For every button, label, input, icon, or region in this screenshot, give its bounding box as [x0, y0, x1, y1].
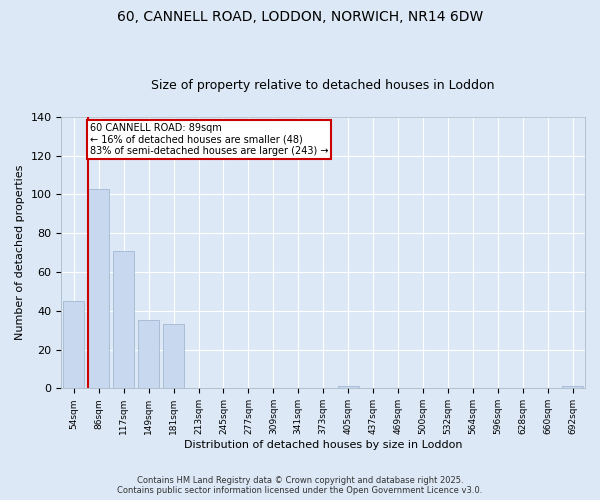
X-axis label: Distribution of detached houses by size in Loddon: Distribution of detached houses by size … — [184, 440, 463, 450]
Bar — [113, 250, 134, 388]
Text: 60 CANNELL ROAD: 89sqm
← 16% of detached houses are smaller (48)
83% of semi-det: 60 CANNELL ROAD: 89sqm ← 16% of detached… — [90, 122, 329, 156]
Bar — [63, 301, 85, 388]
Bar — [88, 188, 109, 388]
Text: 60, CANNELL ROAD, LODDON, NORWICH, NR14 6DW: 60, CANNELL ROAD, LODDON, NORWICH, NR14 … — [117, 10, 483, 24]
Bar — [338, 386, 359, 388]
Y-axis label: Number of detached properties: Number of detached properties — [15, 165, 25, 340]
Bar — [138, 320, 159, 388]
Bar — [163, 324, 184, 388]
Bar — [562, 386, 583, 388]
Text: Contains HM Land Registry data © Crown copyright and database right 2025.
Contai: Contains HM Land Registry data © Crown c… — [118, 476, 482, 495]
Title: Size of property relative to detached houses in Loddon: Size of property relative to detached ho… — [151, 79, 495, 92]
